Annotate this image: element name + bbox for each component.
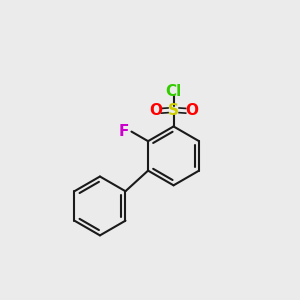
- Text: O: O: [185, 103, 198, 118]
- Text: F: F: [119, 124, 129, 139]
- Text: O: O: [149, 103, 162, 118]
- Text: Cl: Cl: [165, 85, 182, 100]
- Text: S: S: [168, 103, 179, 118]
